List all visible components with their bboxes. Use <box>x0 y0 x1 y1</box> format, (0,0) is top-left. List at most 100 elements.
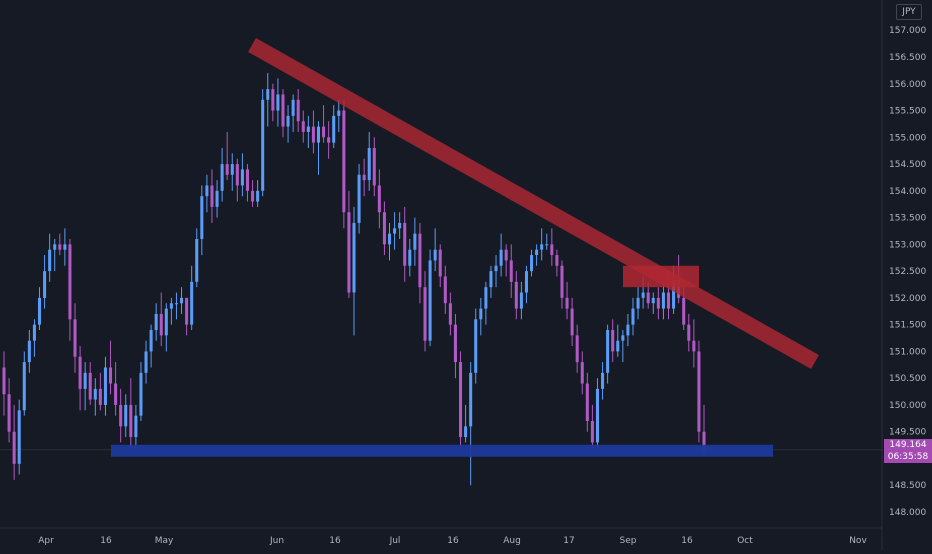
candle-body[interactable] <box>433 249 437 261</box>
candle-body[interactable] <box>448 303 452 325</box>
candle-body[interactable] <box>235 164 239 186</box>
candle-body[interactable] <box>641 292 645 298</box>
candle-body[interactable] <box>656 297 660 309</box>
candle-body[interactable] <box>545 244 549 246</box>
support-zone[interactable] <box>111 444 773 457</box>
candle-body[interactable] <box>702 431 706 448</box>
candle-body[interactable] <box>240 169 244 186</box>
candle-body[interactable] <box>32 324 36 341</box>
candle-body[interactable] <box>22 362 26 411</box>
candle-body[interactable] <box>372 148 376 186</box>
candle-body[interactable] <box>78 356 82 389</box>
candle-body[interactable] <box>484 287 488 309</box>
candle-body[interactable] <box>504 249 508 261</box>
candle-body[interactable] <box>621 335 625 341</box>
candle-body[interactable] <box>245 169 249 191</box>
currency-label[interactable]: JPY <box>896 4 922 20</box>
candle-body[interactable] <box>509 260 513 282</box>
candle-body[interactable] <box>342 110 346 213</box>
candle-body[interactable] <box>48 249 52 272</box>
candle-body[interactable] <box>362 174 366 181</box>
candle-body[interactable] <box>190 281 194 325</box>
candle-body[interactable] <box>672 281 676 309</box>
candle-body[interactable] <box>286 115 290 127</box>
candle-body[interactable] <box>103 367 107 405</box>
candle-body[interactable] <box>590 421 594 443</box>
candle-body[interactable] <box>230 164 234 175</box>
candle-body[interactable] <box>524 271 528 293</box>
candle-body[interactable] <box>666 292 671 309</box>
candle-body[interactable] <box>311 126 315 143</box>
candle-body[interactable] <box>413 233 417 250</box>
candle-body[interactable] <box>296 99 300 122</box>
candle-body[interactable] <box>408 249 412 266</box>
candle-body[interactable] <box>616 340 620 352</box>
candle-body[interactable] <box>514 281 518 309</box>
candle-body[interactable] <box>139 372 143 416</box>
candle-body[interactable] <box>438 249 442 277</box>
candle-body[interactable] <box>129 404 133 438</box>
candle-body[interactable] <box>327 137 331 143</box>
candle-body[interactable] <box>174 303 178 305</box>
candle-body[interactable] <box>124 404 128 427</box>
candle-body[interactable] <box>560 265 564 298</box>
candle-body[interactable] <box>428 260 432 341</box>
candle-body[interactable] <box>180 297 184 304</box>
candle-body[interactable] <box>316 126 321 143</box>
candle-body[interactable] <box>63 244 67 250</box>
candle-body[interactable] <box>185 297 189 325</box>
candle-body[interactable] <box>332 115 336 143</box>
candle-body[interactable] <box>276 94 280 111</box>
candle-body[interactable] <box>17 410 21 464</box>
candle-body[interactable] <box>352 222 356 293</box>
candle-body[interactable] <box>418 233 422 288</box>
candle-body[interactable] <box>43 271 47 298</box>
candle-body[interactable] <box>631 308 635 325</box>
candle-body[interactable] <box>443 276 447 304</box>
candle-body[interactable] <box>530 255 534 272</box>
candle-body[interactable] <box>570 308 574 336</box>
candle-body[interactable] <box>595 388 599 443</box>
candle-body[interactable] <box>169 303 173 309</box>
candle-body[interactable] <box>88 372 92 400</box>
candle-body[interactable] <box>565 297 569 309</box>
candle-body[interactable] <box>469 372 473 427</box>
candle-body[interactable] <box>114 383 118 405</box>
candle-body[interactable] <box>382 212 386 245</box>
candle-body[interactable] <box>636 297 640 309</box>
candle-body[interactable] <box>464 426 468 438</box>
candle-body[interactable] <box>27 340 31 363</box>
candle-body[interactable] <box>266 89 270 100</box>
candle-body[interactable] <box>251 190 255 202</box>
candle-body[interactable] <box>68 244 72 320</box>
candle-body[interactable] <box>651 297 655 304</box>
candle-body[interactable] <box>403 222 407 266</box>
candle-body[interactable] <box>261 99 265 191</box>
candle-body[interactable] <box>489 271 493 288</box>
candle-body[interactable] <box>37 297 42 325</box>
candle-body[interactable] <box>2 367 6 395</box>
resistance-trendline[interactable] <box>248 38 819 369</box>
candle-body[interactable] <box>134 415 138 438</box>
candle-body[interactable] <box>154 313 158 330</box>
candle-body[interactable] <box>73 319 77 357</box>
candle-body[interactable] <box>499 249 503 266</box>
candle-body[interactable] <box>53 244 57 250</box>
candle-body[interactable] <box>256 190 260 202</box>
candle-body[interactable] <box>535 249 539 256</box>
candle-body[interactable] <box>215 190 219 207</box>
candle-body[interactable] <box>540 244 544 250</box>
candle-body[interactable] <box>119 404 123 427</box>
candle-body[interactable] <box>580 362 584 384</box>
candle-body[interactable] <box>7 394 11 432</box>
candle-body[interactable] <box>301 121 305 132</box>
candle-body[interactable] <box>682 297 686 325</box>
candle-body[interactable] <box>164 308 168 336</box>
candle-body[interactable] <box>474 319 478 373</box>
candle-body[interactable] <box>479 308 483 320</box>
candle-body[interactable] <box>423 287 427 341</box>
candle-body[interactable] <box>225 164 229 175</box>
candle-body[interactable] <box>205 185 209 197</box>
candle-body[interactable] <box>377 185 381 213</box>
